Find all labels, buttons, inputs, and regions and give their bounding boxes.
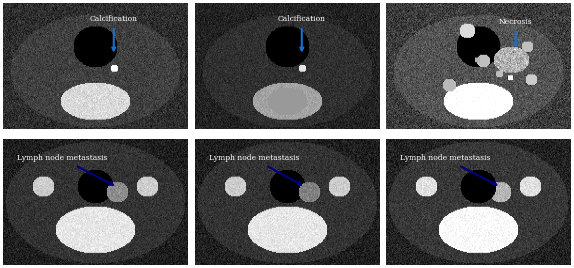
Text: Lymph node metastasis: Lymph node metastasis [17, 154, 113, 185]
Text: Lymph node metastasis: Lymph node metastasis [400, 154, 497, 185]
Text: Calcification: Calcification [278, 15, 326, 50]
Text: Lymph node metastasis: Lymph node metastasis [208, 154, 301, 185]
Text: Necrosis: Necrosis [499, 18, 533, 46]
Text: Calcification: Calcification [90, 15, 138, 50]
